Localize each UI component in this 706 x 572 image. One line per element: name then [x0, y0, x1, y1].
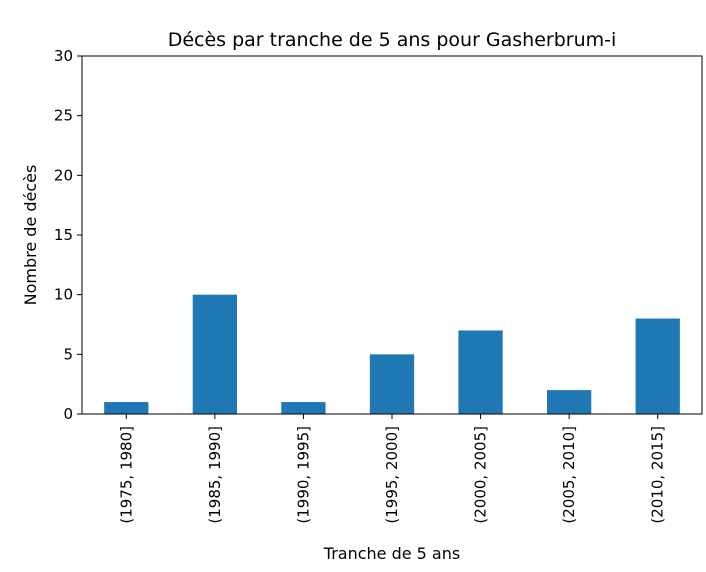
y-tick-label: 10: [54, 286, 73, 304]
x-tick-label: (2005, 2010]: [560, 426, 578, 524]
bar-2: [281, 402, 326, 414]
x-axis-ticks: (1975, 1980] (1985, 1990] (1990, 1995] (199…: [117, 414, 667, 524]
y-tick-label: 15: [54, 226, 73, 244]
plot-frame: [81, 55, 703, 415]
y-axis-ticks: 0 5 10 15 20 25 30: [54, 47, 82, 423]
chart-title: Décès par tranche de 5 ans pour Gasherbr…: [168, 29, 617, 51]
x-axis-title: Tranche de 5 ans: [323, 544, 460, 563]
bar-3: [369, 354, 415, 414]
bar-4: [458, 330, 503, 414]
x-tick-label: (1990, 1995]: [294, 426, 312, 524]
x-tick-label: (1975, 1980]: [117, 426, 135, 524]
x-tick-label: (1985, 1990]: [206, 426, 224, 524]
y-tick-label: 0: [63, 405, 73, 423]
bars-group: [104, 294, 680, 414]
bar-0: [104, 402, 149, 414]
bar-6: [635, 318, 680, 414]
y-tick-label: 30: [54, 47, 73, 65]
x-tick-label: (1995, 2000]: [383, 426, 401, 524]
y-axis-title: Nombre de décès: [21, 165, 40, 306]
y-tick-label: 25: [54, 107, 73, 125]
x-tick-label: (2010, 2015]: [649, 426, 667, 524]
y-tick-label: 20: [54, 166, 73, 184]
bar-5: [547, 390, 592, 414]
y-tick-label: 5: [63, 345, 73, 363]
bar-1: [192, 294, 237, 414]
x-tick-label: (2000, 2005]: [472, 426, 490, 524]
